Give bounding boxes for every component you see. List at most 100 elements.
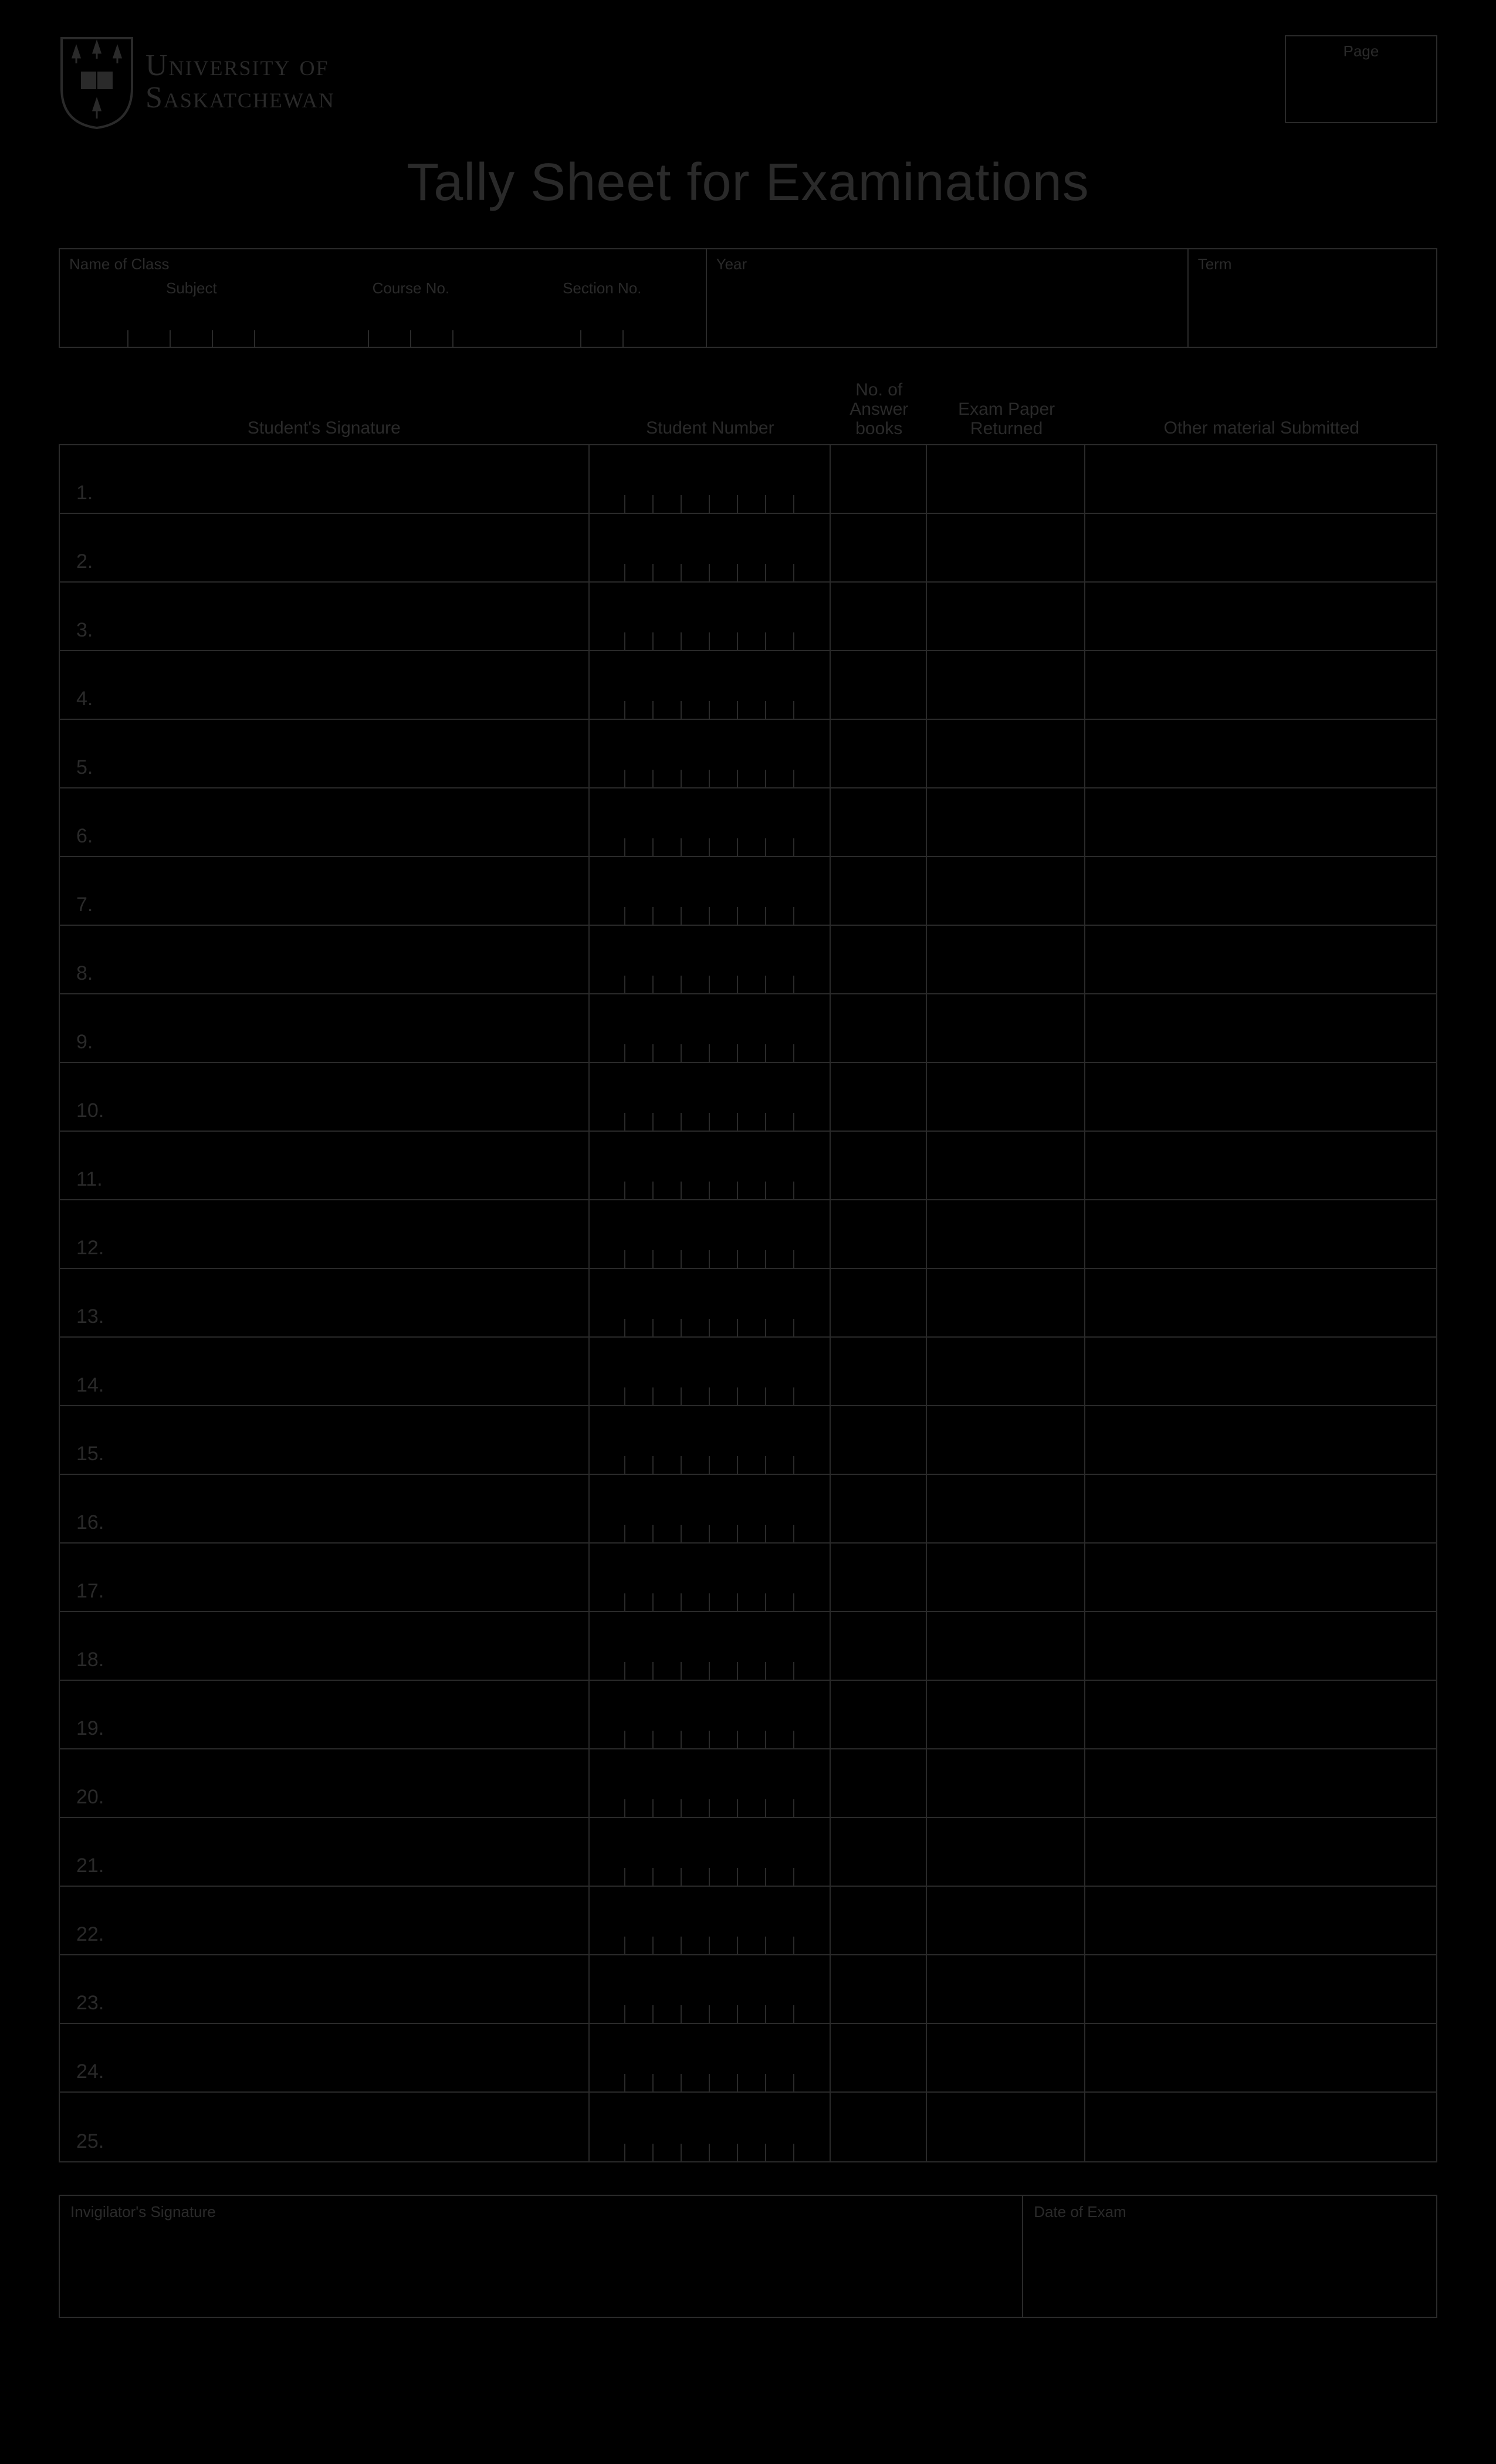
answer-books-cell[interactable] [831,2024,927,2091]
other-material-cell[interactable] [1085,1681,1436,1748]
exam-returned-cell[interactable] [927,994,1085,1062]
other-material-cell[interactable] [1085,1749,1436,1817]
answer-books-cell[interactable] [831,857,927,925]
answer-books-cell[interactable] [831,1132,927,1199]
signature-cell[interactable]: 14. [60,1338,590,1405]
invigilator-signature-box[interactable]: Invigilator's Signature [60,2196,1023,2317]
answer-books-cell[interactable] [831,1887,927,1954]
student-number-cell[interactable] [590,651,831,719]
answer-books-cell[interactable] [831,926,927,993]
exam-returned-cell[interactable] [927,514,1085,581]
signature-cell[interactable]: 7. [60,857,590,925]
signature-cell[interactable]: 20. [60,1749,590,1817]
answer-books-cell[interactable] [831,1818,927,1886]
answer-books-cell[interactable] [831,1269,927,1336]
signature-cell[interactable]: 5. [60,720,590,787]
answer-books-cell[interactable] [831,1338,927,1405]
other-material-cell[interactable] [1085,1818,1436,1886]
student-number-cell[interactable] [590,788,831,856]
exam-returned-cell[interactable] [927,1818,1085,1886]
exam-returned-cell[interactable] [927,583,1085,650]
student-number-cell[interactable] [590,2093,831,2161]
student-number-cell[interactable] [590,857,831,925]
other-material-cell[interactable] [1085,1338,1436,1405]
exam-returned-cell[interactable] [927,788,1085,856]
student-number-cell[interactable] [590,926,831,993]
other-material-cell[interactable] [1085,583,1436,650]
exam-returned-cell[interactable] [927,926,1085,993]
answer-books-cell[interactable] [831,1544,927,1611]
answer-books-cell[interactable] [831,2093,927,2161]
answer-books-cell[interactable] [831,1955,927,2023]
student-number-cell[interactable] [590,1200,831,1268]
exam-returned-cell[interactable] [927,857,1085,925]
other-material-cell[interactable] [1085,788,1436,856]
student-number-cell[interactable] [590,1338,831,1405]
signature-cell[interactable]: 24. [60,2024,590,2091]
other-material-cell[interactable] [1085,1612,1436,1680]
other-material-cell[interactable] [1085,514,1436,581]
signature-cell[interactable]: 17. [60,1544,590,1611]
year-section[interactable]: Year [707,249,1189,347]
answer-books-cell[interactable] [831,1063,927,1131]
term-section[interactable]: Term [1189,249,1436,347]
signature-cell[interactable]: 3. [60,583,590,650]
student-number-cell[interactable] [590,2024,831,2091]
signature-cell[interactable]: 18. [60,1612,590,1680]
signature-cell[interactable]: 12. [60,1200,590,1268]
other-material-cell[interactable] [1085,1063,1436,1131]
student-number-cell[interactable] [590,1818,831,1886]
exam-returned-cell[interactable] [927,720,1085,787]
signature-cell[interactable]: 22. [60,1887,590,1954]
signature-cell[interactable]: 16. [60,1475,590,1542]
answer-books-cell[interactable] [831,1406,927,1474]
student-number-cell[interactable] [590,1887,831,1954]
section-no-input-ticks[interactable] [508,323,696,347]
student-number-cell[interactable] [590,994,831,1062]
signature-cell[interactable]: 23. [60,1955,590,2023]
exam-returned-cell[interactable] [927,1612,1085,1680]
other-material-cell[interactable] [1085,1200,1436,1268]
answer-books-cell[interactable] [831,445,927,513]
student-number-cell[interactable] [590,1063,831,1131]
other-material-cell[interactable] [1085,1132,1436,1199]
answer-books-cell[interactable] [831,1681,927,1748]
student-number-cell[interactable] [590,1749,831,1817]
exam-returned-cell[interactable] [927,1338,1085,1405]
other-material-cell[interactable] [1085,857,1436,925]
exam-returned-cell[interactable] [927,651,1085,719]
other-material-cell[interactable] [1085,651,1436,719]
student-number-cell[interactable] [590,583,831,650]
exam-returned-cell[interactable] [927,1063,1085,1131]
signature-cell[interactable]: 4. [60,651,590,719]
exam-returned-cell[interactable] [927,1200,1085,1268]
student-number-cell[interactable] [590,514,831,581]
exam-returned-cell[interactable] [927,445,1085,513]
signature-cell[interactable]: 21. [60,1818,590,1886]
signature-cell[interactable]: 1. [60,445,590,513]
subject-input-ticks[interactable] [69,323,314,347]
exam-returned-cell[interactable] [927,1887,1085,1954]
other-material-cell[interactable] [1085,994,1436,1062]
other-material-cell[interactable] [1085,720,1436,787]
other-material-cell[interactable] [1085,1544,1436,1611]
other-material-cell[interactable] [1085,1269,1436,1336]
other-material-cell[interactable] [1085,1406,1436,1474]
answer-books-cell[interactable] [831,514,927,581]
answer-books-cell[interactable] [831,1749,927,1817]
student-number-cell[interactable] [590,1681,831,1748]
other-material-cell[interactable] [1085,926,1436,993]
course-no-input-ticks[interactable] [314,323,508,347]
signature-cell[interactable]: 8. [60,926,590,993]
signature-cell[interactable]: 25. [60,2093,590,2161]
signature-cell[interactable]: 15. [60,1406,590,1474]
signature-cell[interactable]: 19. [60,1681,590,1748]
exam-returned-cell[interactable] [927,1749,1085,1817]
answer-books-cell[interactable] [831,583,927,650]
student-number-cell[interactable] [590,1269,831,1336]
exam-returned-cell[interactable] [927,2093,1085,2161]
other-material-cell[interactable] [1085,1887,1436,1954]
exam-returned-cell[interactable] [927,1544,1085,1611]
signature-cell[interactable]: 10. [60,1063,590,1131]
student-number-cell[interactable] [590,1612,831,1680]
